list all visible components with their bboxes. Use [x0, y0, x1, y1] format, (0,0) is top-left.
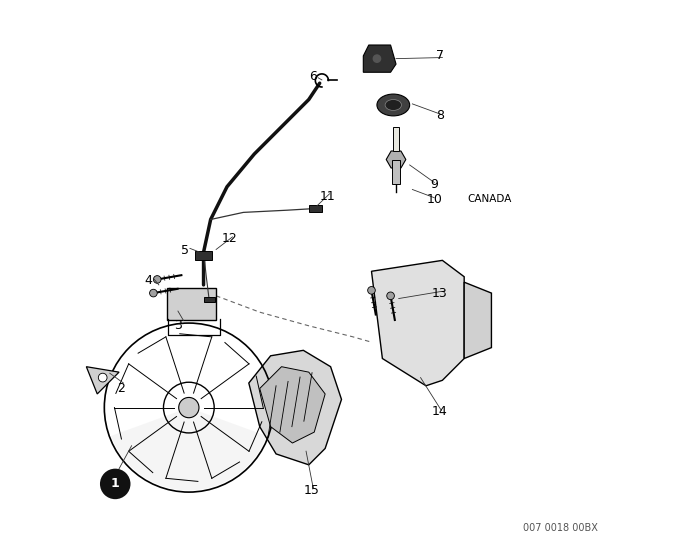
Polygon shape — [386, 151, 406, 168]
Circle shape — [179, 397, 199, 418]
Text: 11: 11 — [320, 190, 336, 203]
Bar — [309, 206, 322, 212]
Bar — [391, 159, 400, 184]
Text: 14: 14 — [432, 405, 447, 418]
Bar — [195, 251, 212, 260]
Polygon shape — [464, 282, 492, 358]
Circle shape — [373, 54, 381, 63]
Circle shape — [150, 289, 157, 297]
Wedge shape — [111, 408, 266, 490]
Text: 6: 6 — [309, 70, 316, 83]
Polygon shape — [249, 350, 342, 465]
Polygon shape — [363, 45, 396, 72]
Text: 15: 15 — [303, 484, 320, 498]
Text: 4: 4 — [144, 274, 152, 287]
Circle shape — [98, 373, 107, 382]
Text: 3: 3 — [174, 319, 182, 332]
Text: CANADA: CANADA — [467, 195, 512, 204]
Polygon shape — [260, 367, 325, 443]
Text: 2: 2 — [117, 382, 124, 395]
Circle shape — [100, 469, 130, 499]
FancyBboxPatch shape — [167, 288, 216, 320]
Text: 5: 5 — [181, 244, 189, 257]
Ellipse shape — [377, 94, 410, 116]
Polygon shape — [86, 367, 119, 394]
Text: 8: 8 — [436, 110, 444, 122]
Bar — [204, 297, 215, 302]
Text: 9: 9 — [430, 178, 438, 191]
Text: 12: 12 — [222, 232, 238, 245]
Polygon shape — [372, 260, 464, 386]
Circle shape — [387, 292, 394, 300]
Circle shape — [154, 276, 161, 283]
Bar — [393, 127, 400, 151]
Text: 13: 13 — [432, 287, 447, 300]
Text: 10: 10 — [426, 193, 442, 206]
Circle shape — [367, 287, 375, 294]
Text: 7: 7 — [436, 49, 444, 62]
Ellipse shape — [385, 100, 402, 111]
Text: 007 0018 00BX: 007 0018 00BX — [523, 523, 598, 533]
Text: 1: 1 — [111, 477, 120, 490]
